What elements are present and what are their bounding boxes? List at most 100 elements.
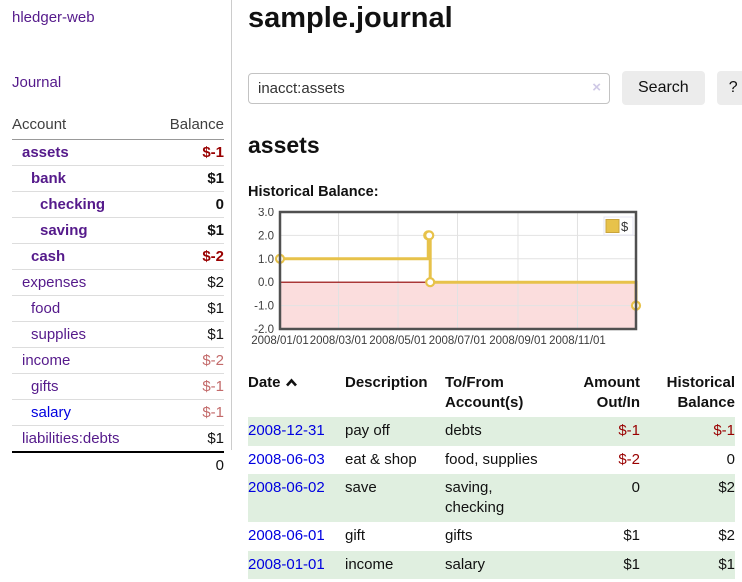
register-rows: 2008-12-31 pay off debts $-1 $-1 2008-06-03 ea… [248, 417, 735, 579]
accounts-total-value: 0 [152, 451, 224, 478]
sidebar-account-link[interactable]: assets [22, 144, 69, 161]
transaction-date-link[interactable]: 2008-06-01 [248, 527, 325, 545]
account-balance: $-1 [202, 144, 224, 161]
transaction-description: income [345, 550, 445, 579]
account-row: assets $-1 [12, 140, 224, 166]
sidebar-account-link[interactable]: food [31, 300, 61, 317]
y-axis-tick-label: 2.0 [258, 231, 274, 243]
accounts-total-row: 0 [12, 451, 224, 478]
transaction-date-link[interactable]: 2008-06-02 [248, 478, 325, 496]
account-balance: $1 [152, 321, 224, 348]
sidebar-account-link[interactable]: liabilities:debts [22, 430, 120, 447]
sidebar-account-link[interactable]: cash [31, 248, 66, 265]
account-balance: $-2 [152, 243, 224, 270]
chart-border [278, 211, 638, 331]
account-balance: $2 [152, 269, 224, 296]
y-axis-tick-label: -1.0 [254, 301, 274, 313]
clear-icon[interactable]: × [592, 78, 601, 96]
sidebar: hledger-web Journal Account Balance asse… [0, 0, 232, 478]
legend-label: $ [621, 219, 629, 234]
account-row: checking 0 [12, 191, 224, 218]
sidebar-account-rows: assets $-1 bank $1 checking 0 saving $1 cash $-2 e… [12, 140, 224, 452]
account-balance: $1 [152, 217, 224, 244]
account-row: cash $-2 [12, 243, 224, 270]
y-axis-tick-label: 1.0 [258, 254, 274, 266]
x-axis-tick-label: 2008/05/01 [369, 335, 427, 347]
sidebar-account-link[interactable]: checking [40, 196, 106, 213]
account-row: income $-2 [12, 347, 224, 374]
register-header-description: Description [345, 374, 428, 392]
transaction-date-link[interactable]: 2008-12-31 [248, 422, 325, 440]
transaction-description: eat & shop [345, 450, 417, 468]
search-form: × Search ? [248, 71, 742, 106]
transaction-date-cell: 2008-06-02 [248, 473, 345, 523]
transaction-row: 2008-01-01 income salary $1 $1 [248, 550, 735, 579]
account-row: food $1 [12, 295, 224, 322]
account-title: assets [248, 132, 320, 159]
account-balance: 0 [152, 191, 224, 218]
transaction-balance: $1 [640, 550, 735, 579]
legend-swatch [605, 219, 620, 234]
sidebar-account-link[interactable]: expenses [22, 274, 87, 291]
sidebar-account-link[interactable]: salary [31, 404, 72, 421]
main-content: sample.journal × Search ? assets Histori… [232, 0, 742, 579]
x-axis-tick-label: 2008/03/01 [310, 335, 368, 347]
account-row: bank $1 [12, 165, 224, 192]
brand-link[interactable]: hledger-web [12, 9, 95, 26]
account-balance: $1 [152, 425, 224, 452]
account-row: expenses $2 [12, 269, 224, 296]
transaction-date-cell: 2008-06-01 [248, 522, 345, 550]
transaction-balance: $2 [640, 473, 735, 523]
transaction-row: 2008-12-31 pay off debts $-1 $-1 [248, 417, 735, 446]
sidebar-account-link[interactable]: gifts [31, 378, 59, 395]
x-axis-tick-label: 2008/11/01 [549, 335, 606, 347]
account-row: saving $1 [12, 217, 224, 244]
transaction-date-cell: 2008-01-01 [248, 550, 345, 579]
register-header-balance: Historical Balance [666, 374, 735, 411]
transaction-accounts: gifts [445, 527, 473, 545]
accounts-header-account: Account [12, 113, 153, 140]
account-balance: $-1 [152, 373, 224, 400]
account-row: gifts $-1 [12, 373, 224, 400]
transaction-row: 2008-06-01 gift gifts $1 $2 [248, 522, 735, 550]
search-button[interactable]: Search [622, 71, 705, 106]
register-header-amount: Amount Out/In [583, 374, 640, 411]
transaction-date-cell: 2008-12-31 [248, 417, 345, 446]
register-header-date[interactable]: Date [248, 371, 345, 417]
transaction-date-link[interactable]: 2008-06-03 [248, 450, 325, 468]
account-balance: $1 [152, 295, 224, 322]
transaction-description: save [345, 473, 445, 523]
transaction-balance: $2 [718, 527, 735, 545]
data-point-marker [424, 230, 435, 241]
transaction-balance: $-1 [640, 417, 735, 446]
balance-chart-container[interactable]: $3.0 2.0 1.0 0.0 -1.0 -2.0 2008/01/01 2008/03/0… [248, 207, 742, 355]
help-button[interactable]: ? [716, 71, 742, 106]
account-balance: $-1 [152, 399, 224, 426]
transaction-amount: $-2 [618, 450, 640, 468]
transaction-date-link[interactable]: 2008-01-01 [248, 555, 325, 573]
transaction-row: 2008-06-03 eat & shop food, supplies $-2 0 [248, 446, 735, 474]
transaction-accounts: debts [445, 417, 560, 446]
transaction-amount: $-1 [560, 417, 640, 446]
transaction-amount: $1 [623, 527, 640, 545]
y-axis-tick-label: 3.0 [258, 208, 274, 219]
sidebar-account-link[interactable]: income [22, 352, 71, 369]
search-input[interactable] [248, 72, 610, 104]
page-title: sample.journal [248, 2, 453, 34]
sidebar-item-journal[interactable]: Journal [12, 74, 62, 91]
account-row: liabilities:debts $1 [12, 425, 224, 452]
account-row: supplies $1 [12, 321, 224, 348]
account-balance: $-2 [152, 347, 224, 374]
sidebar-account-link[interactable]: saving [40, 222, 88, 239]
transaction-accounts: food, supplies [445, 450, 538, 468]
sidebar-account-link[interactable]: bank [31, 170, 67, 187]
transaction-description: pay off [345, 417, 445, 446]
transaction-date-cell: 2008-06-03 [248, 446, 345, 474]
chart-title: Historical Balance: [248, 184, 379, 201]
transaction-row: 2008-06-02 save saving, checking 0 $2 [248, 473, 735, 523]
transaction-description: gift [345, 527, 366, 545]
sort-ascending-icon [285, 378, 297, 387]
x-axis-tick-label: 2008/09/01 [489, 335, 547, 347]
sidebar-account-link[interactable]: supplies [31, 326, 87, 343]
